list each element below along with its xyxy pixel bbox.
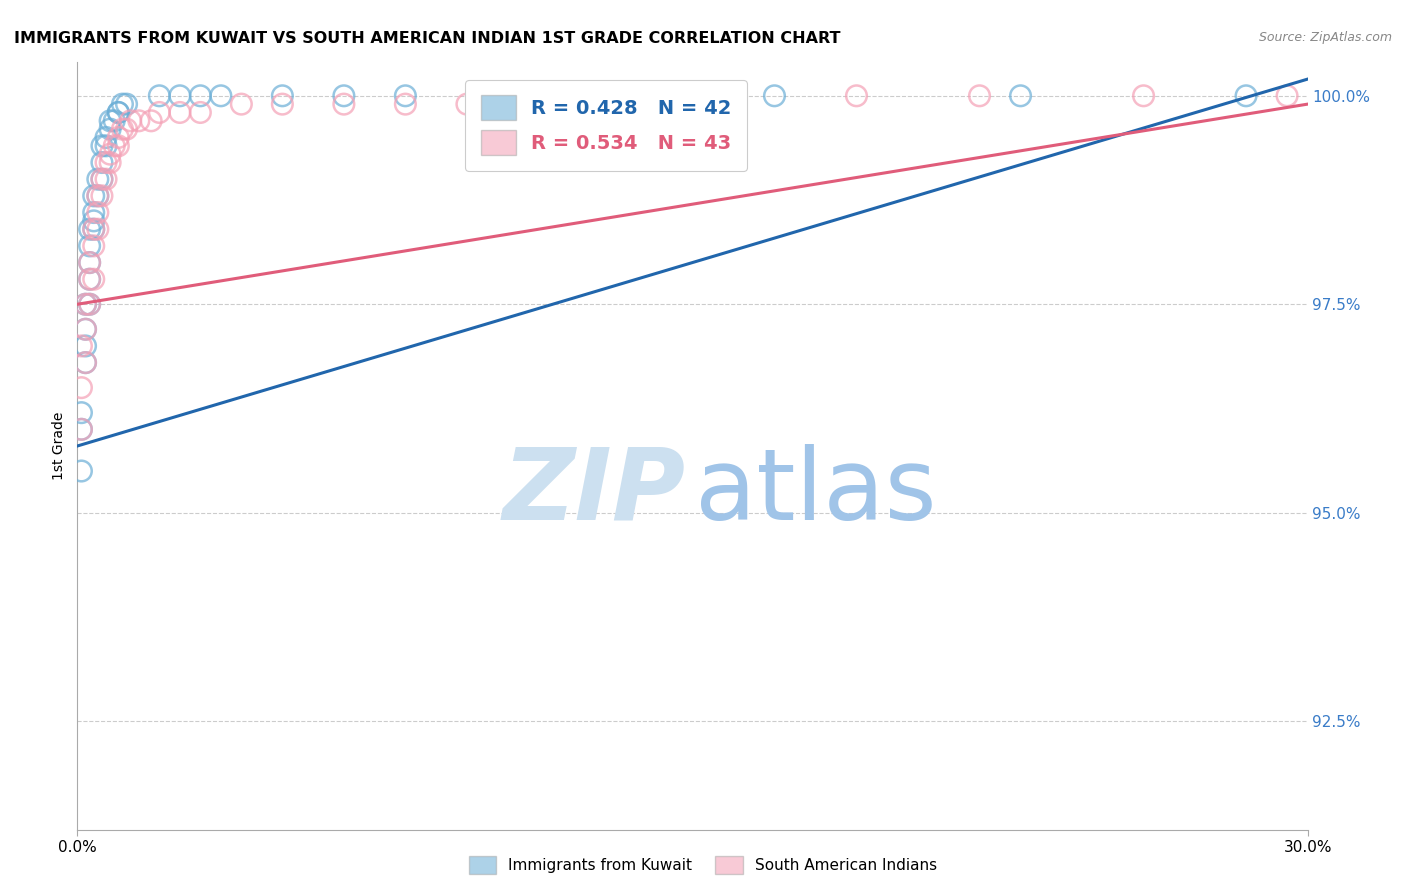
Point	[188, 105, 212, 120]
Point	[90, 172, 114, 186]
Text: ZIP: ZIP	[502, 443, 686, 541]
Point	[845, 88, 868, 103]
Point	[79, 222, 101, 236]
Point	[98, 113, 121, 128]
Point	[87, 172, 110, 186]
Point	[517, 97, 540, 112]
Point	[70, 406, 93, 420]
Point	[83, 222, 105, 236]
Point	[94, 155, 117, 169]
Point	[70, 339, 93, 353]
Point	[75, 356, 97, 370]
Point	[969, 88, 991, 103]
Point	[70, 422, 93, 436]
Point	[83, 222, 105, 236]
Point	[87, 222, 110, 236]
Point	[75, 297, 97, 311]
Point	[98, 122, 121, 136]
Text: Source: ZipAtlas.com: Source: ZipAtlas.com	[1258, 31, 1392, 45]
Point	[90, 155, 114, 169]
Point	[115, 97, 138, 112]
Point	[94, 172, 117, 186]
Point	[231, 97, 253, 112]
Point	[333, 88, 356, 103]
Point	[394, 97, 416, 112]
Point	[90, 172, 114, 186]
Point	[148, 105, 170, 120]
Point	[75, 322, 97, 336]
Point	[599, 88, 621, 103]
Point	[75, 322, 97, 336]
Point	[75, 339, 97, 353]
Point	[94, 138, 117, 153]
Point	[87, 205, 110, 219]
Point	[1234, 88, 1257, 103]
Point	[394, 88, 416, 103]
Point	[148, 88, 170, 103]
Point	[103, 113, 125, 128]
Point	[79, 297, 101, 311]
Point	[209, 88, 232, 103]
Point	[94, 130, 117, 145]
Point	[79, 255, 101, 269]
Point	[87, 189, 110, 203]
Point	[90, 189, 114, 203]
Point	[128, 113, 150, 128]
Point	[107, 105, 129, 120]
Point	[141, 113, 163, 128]
Point	[98, 147, 121, 161]
Point	[70, 464, 93, 478]
Point	[111, 122, 134, 136]
Point	[79, 297, 101, 311]
Point	[477, 88, 499, 103]
Legend: R = 0.428   N = 42, R = 0.534   N = 43: R = 0.428 N = 42, R = 0.534 N = 43	[465, 79, 748, 170]
Point	[456, 97, 478, 112]
Point	[107, 130, 129, 145]
Point	[169, 88, 191, 103]
Point	[188, 88, 212, 103]
Point	[79, 272, 101, 286]
Y-axis label: 1st Grade: 1st Grade	[52, 412, 66, 480]
Point	[111, 97, 134, 112]
Point	[70, 381, 93, 395]
Text: IMMIGRANTS FROM KUWAIT VS SOUTH AMERICAN INDIAN 1ST GRADE CORRELATION CHART: IMMIGRANTS FROM KUWAIT VS SOUTH AMERICAN…	[14, 31, 841, 46]
Point	[75, 356, 97, 370]
Point	[83, 205, 105, 219]
Legend: Immigrants from Kuwait, South American Indians: Immigrants from Kuwait, South American I…	[463, 850, 943, 880]
Point	[1275, 88, 1298, 103]
Text: atlas: atlas	[695, 443, 936, 541]
Point	[75, 297, 97, 311]
Point	[271, 97, 294, 112]
Point	[87, 189, 110, 203]
Point	[79, 239, 101, 253]
Point	[763, 88, 786, 103]
Point	[120, 113, 142, 128]
Point	[83, 239, 105, 253]
Point	[98, 155, 121, 169]
Point	[115, 122, 138, 136]
Point	[169, 105, 191, 120]
Point	[70, 422, 93, 436]
Point	[333, 97, 356, 112]
Point	[1132, 88, 1154, 103]
Point	[83, 189, 105, 203]
Point	[90, 138, 114, 153]
Point	[79, 255, 101, 269]
Point	[103, 138, 125, 153]
Point	[83, 214, 105, 228]
Point	[79, 272, 101, 286]
Point	[83, 272, 105, 286]
Point	[107, 105, 129, 120]
Point	[107, 138, 129, 153]
Point	[682, 97, 704, 112]
Point	[1010, 88, 1032, 103]
Point	[271, 88, 294, 103]
